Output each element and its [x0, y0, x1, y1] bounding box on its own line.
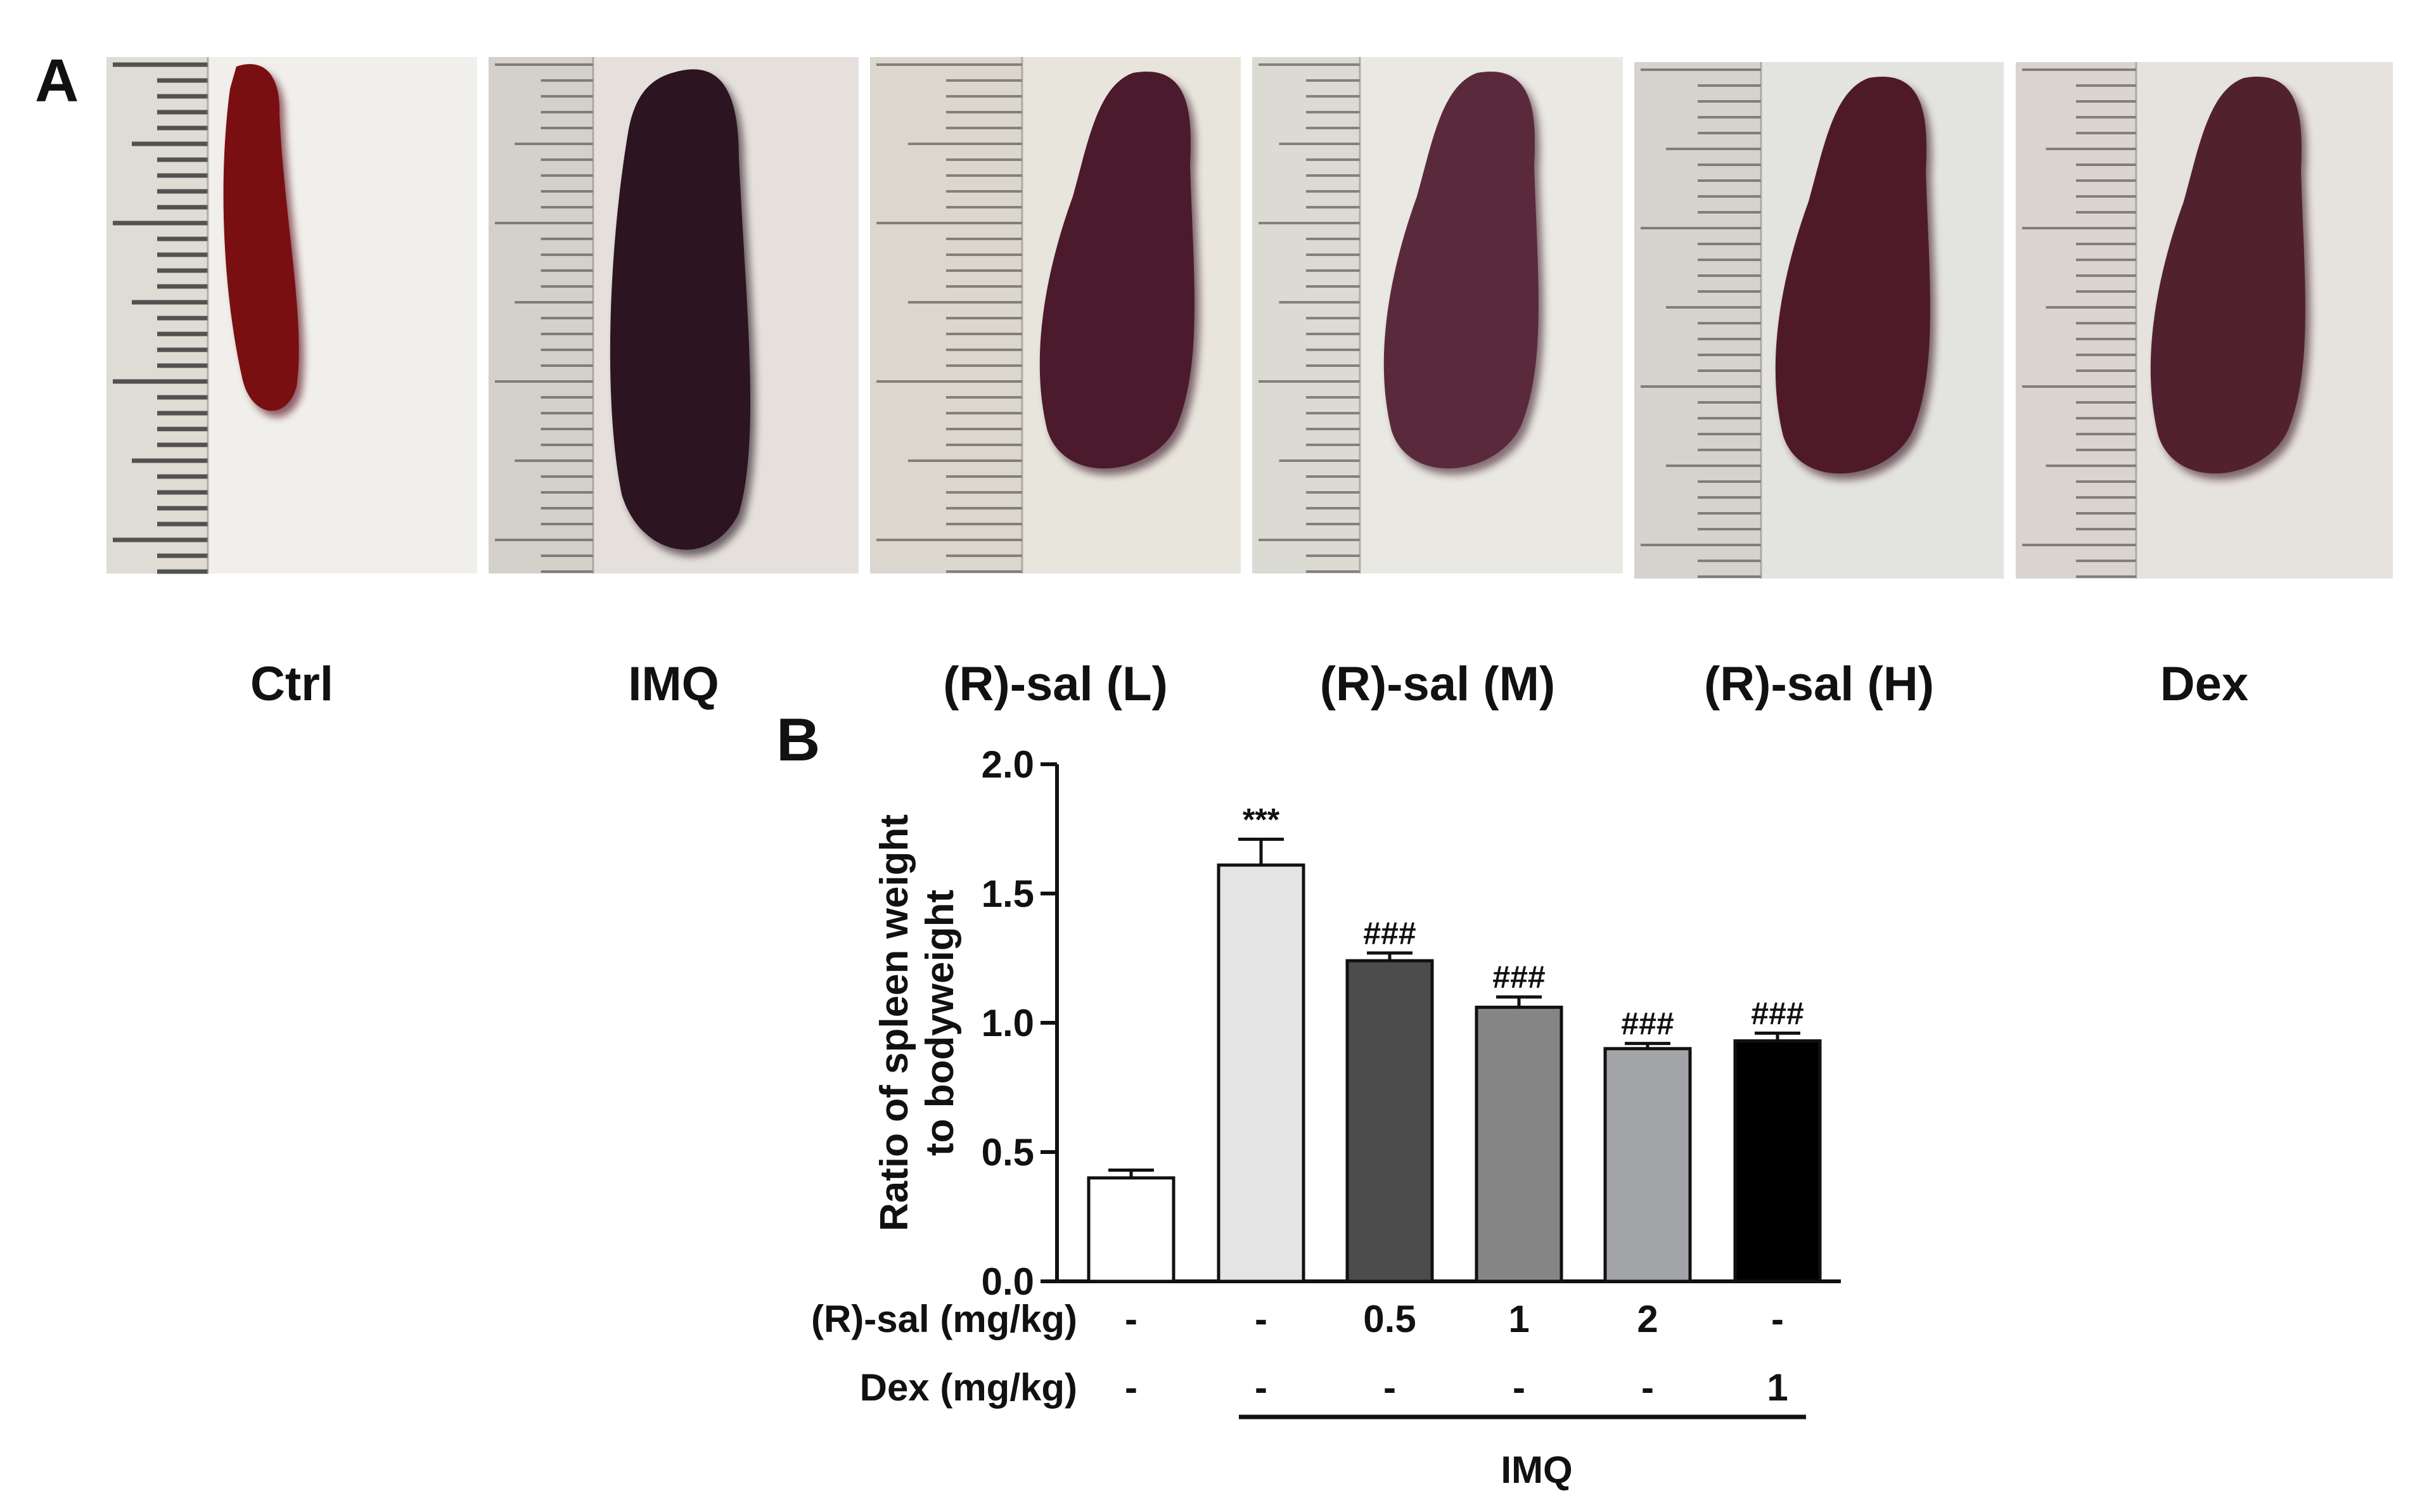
spleen-specimen: [223, 64, 299, 411]
spleen-specimen: [1775, 76, 1930, 474]
rsal-dose-value: -: [1125, 1298, 1137, 1340]
specimen-photo: Dex: [2016, 62, 2393, 711]
photo-caption: IMQ: [628, 657, 719, 711]
y-axis-label-line: Ratio of spleen weight: [873, 814, 916, 1231]
specimen-photo: (R)-sal (L): [870, 57, 1241, 711]
specimen-photo: (R)-sal (H): [1634, 62, 2004, 711]
bar: [1345, 959, 1434, 1283]
specimen-photo: IMQ: [489, 57, 859, 711]
photo-strip: Ctrl IMQ (R)-sal (L) (R)-sal (M) (R)-sal (H)…: [106, 57, 2393, 711]
dose-table: - - 0.5 1 2 - - - - - - 1: [1125, 1298, 1788, 1409]
significance-mark: ###: [1751, 996, 1803, 1031]
dex-row-label: Dex (mg/kg): [860, 1366, 1077, 1409]
photo-caption: (R)-sal (L): [943, 657, 1168, 711]
significance-mark: ###: [1492, 959, 1545, 995]
rsal-dose-value: -: [1771, 1298, 1784, 1340]
bar: [1475, 1006, 1563, 1283]
y-tick-label: 0.0: [982, 1260, 1034, 1303]
ruler-ticks: [1259, 63, 1360, 573]
dex-dose-value: -: [1513, 1366, 1525, 1409]
rsal-dose-value: 2: [1637, 1298, 1658, 1340]
y-tick-label: 1.5: [982, 873, 1034, 915]
ruler-ticks: [495, 63, 593, 573]
ruler-strip: [870, 57, 1022, 573]
ruler-ticks: [113, 62, 208, 574]
ruler-strip: [1634, 62, 1761, 579]
y-axis-label-line: to bodyweight: [918, 890, 962, 1156]
rsal-dose-value: -: [1255, 1298, 1267, 1340]
dex-dose-value: -: [1255, 1366, 1267, 1409]
bar: [1217, 863, 1305, 1283]
significance-mark: ###: [1363, 916, 1416, 951]
rsal-dose-value: 0.5: [1363, 1298, 1416, 1340]
photo-caption: (R)-sal (H): [1704, 657, 1934, 711]
ruler-ticks: [876, 63, 1022, 573]
bars: [1087, 837, 1822, 1283]
dex-dose-value: -: [1125, 1366, 1137, 1409]
spleen-specimen: [610, 69, 751, 550]
ruler-strip: [1252, 57, 1360, 573]
y-tick-label: 1.0: [982, 1002, 1034, 1044]
imq-bracket-label: IMQ: [1501, 1449, 1572, 1491]
ruler-strip: [106, 57, 208, 573]
bar-chart: Ratio of spleen weight to bodyweight 0.00…: [873, 743, 1841, 1303]
y-ticks: 0.0 0.5 1.0 1.5 2.0: [982, 743, 1057, 1303]
dex-dose-value: -: [1641, 1366, 1654, 1409]
significance-annotations: *** ### ### ### ###: [1243, 802, 1804, 1041]
ruler-strip: [489, 57, 593, 573]
spleen-specimen: [1039, 71, 1195, 469]
ruler-ticks: [2022, 68, 2136, 578]
ruler-ticks: [1641, 68, 1761, 578]
y-axis-label: Ratio of spleen weight to bodyweight: [873, 814, 962, 1231]
photo-caption: (R)-sal (M): [1320, 657, 1556, 711]
photo-caption: Dex: [2160, 657, 2248, 711]
panel-a-label: A: [35, 47, 79, 115]
y-tick-label: 0.5: [982, 1131, 1034, 1174]
significance-mark: ***: [1243, 802, 1280, 837]
rsal-dose-value: 1: [1508, 1298, 1529, 1340]
panel-b-label: B: [776, 706, 820, 774]
bar: [1087, 1176, 1175, 1283]
specimen-photo: (R)-sal (M): [1252, 57, 1623, 711]
significance-mark: ###: [1621, 1006, 1674, 1042]
spleen-specimen: [1383, 71, 1539, 469]
y-tick-label: 2.0: [982, 743, 1034, 786]
bar: [1733, 1039, 1822, 1283]
photo-caption: Ctrl: [250, 657, 333, 711]
specimen-photo: Ctrl: [106, 57, 477, 711]
spleen-specimen: [2150, 76, 2305, 474]
dex-dose-value: 1: [1767, 1366, 1788, 1409]
ruler-strip: [2016, 62, 2136, 579]
bar: [1603, 1047, 1692, 1283]
rsal-row-label: (R)-sal (mg/kg): [811, 1298, 1077, 1340]
dex-dose-value: -: [1383, 1366, 1396, 1409]
